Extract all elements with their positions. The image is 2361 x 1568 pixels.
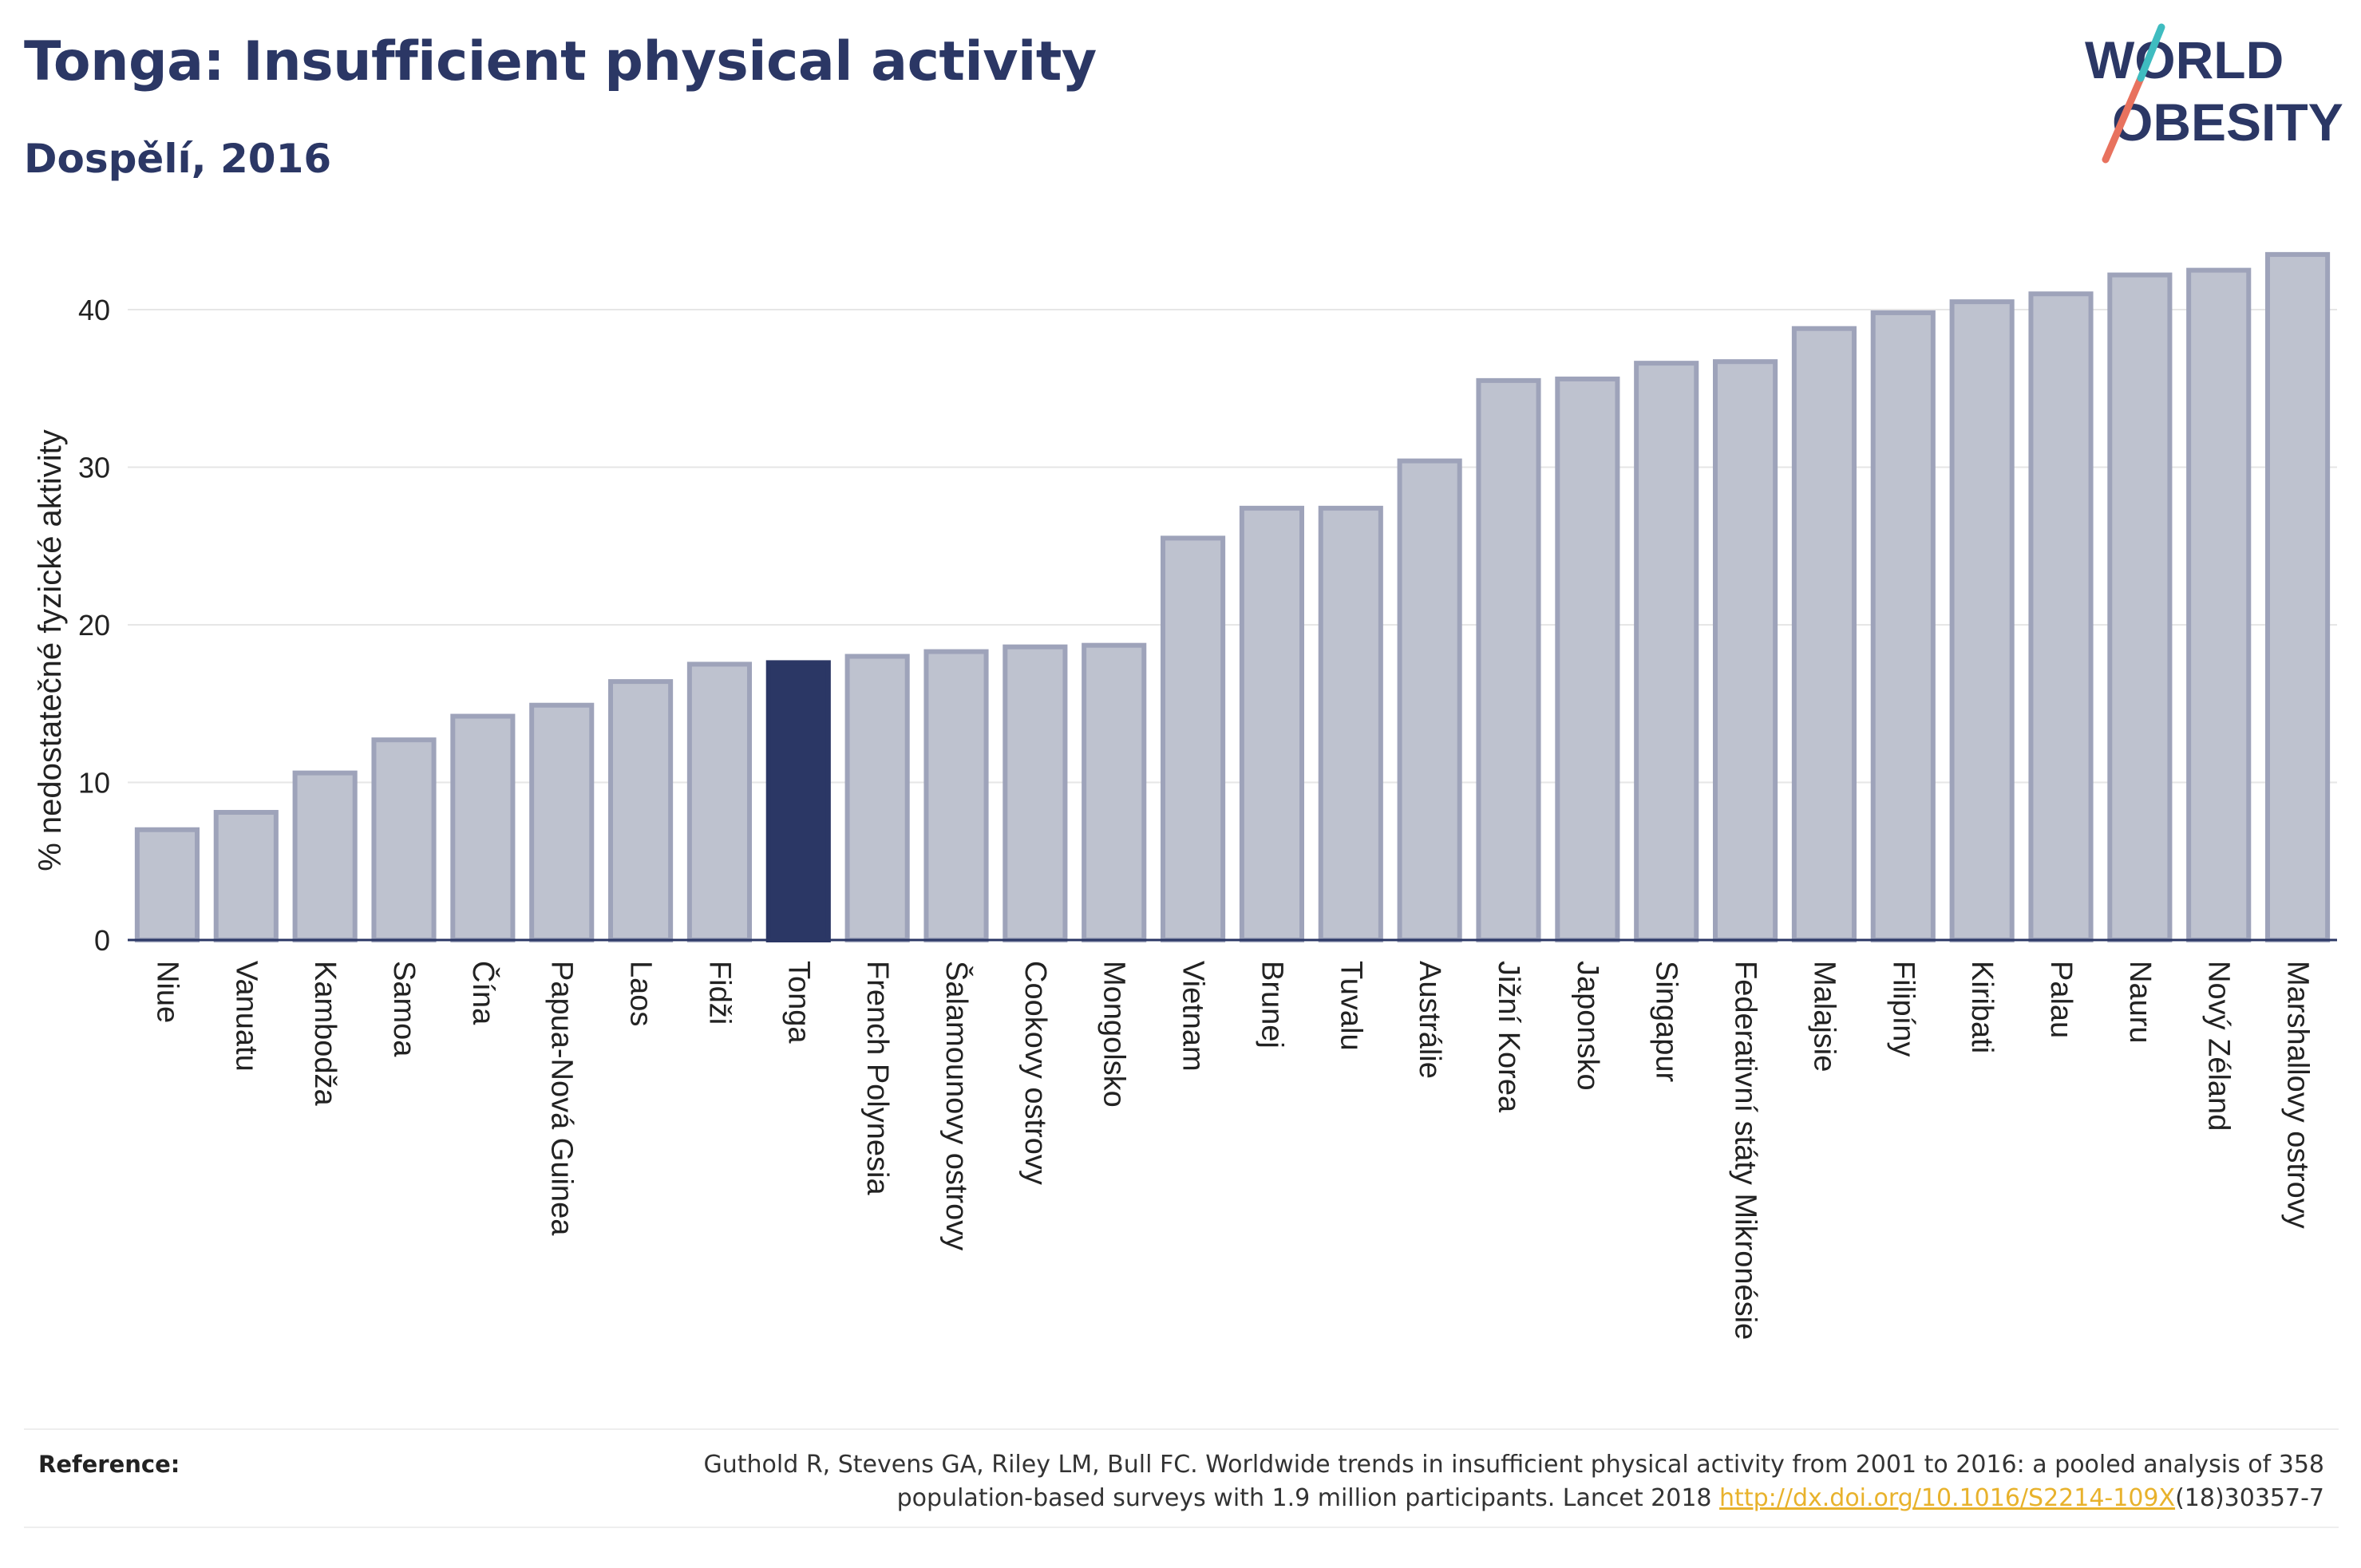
x-tick-label: Vanuatu (229, 961, 263, 1072)
logo-slash-upper (2137, 23, 2165, 82)
x-tick-label: Austrálie (1413, 961, 1446, 1079)
bar-austr-lie[interactable] (1397, 458, 1462, 942)
logo-line1: WORLD (2085, 30, 2284, 89)
logo-line2: OBESITY (2112, 93, 2343, 152)
y-tick-label: 20 (78, 609, 110, 642)
x-tick-label: Niue (150, 961, 184, 1023)
world-obesity-logo: WORLD OBESITY (2085, 23, 2343, 164)
chart-subtitle: Dospělí, 2016 (24, 136, 332, 182)
bar-kiribati[interactable] (1949, 299, 2015, 942)
x-tick-label: Tonga (781, 961, 815, 1044)
y-tick-label: 0 (94, 924, 110, 957)
bar-malajsie[interactable] (1791, 326, 1857, 942)
y-axis-label: % nedostatečné fyzické aktivity (33, 429, 68, 871)
reference-text-before: Guthold R, Stevens GA, Riley LM, Bull FC… (703, 1451, 2324, 1512)
bar-singapur[interactable] (1634, 361, 1699, 942)
chart-title: Tonga: Insufficient physical activity (24, 30, 1097, 93)
bar-niue[interactable] (134, 827, 200, 942)
axes: 0 10 20 30 40 (78, 294, 2337, 957)
bar-tuvalu[interactable] (1318, 505, 1383, 942)
x-tick-label: Cookovy ostrovy (1018, 961, 1052, 1185)
bar--alamounovy-ostrovy[interactable] (923, 649, 989, 942)
bar-marshallovy-ostrovy[interactable] (2265, 251, 2331, 942)
x-tick-label: Papua-Nová Guinea (545, 961, 579, 1236)
x-tick-label: Brunej (1255, 961, 1288, 1049)
x-tick-label: Fidži (702, 961, 736, 1025)
y-tick-label: 30 (78, 452, 110, 484)
reference-text: Guthold R, Stevens GA, Riley LM, Bull FC… (568, 1448, 2324, 1515)
bar-vanuatu[interactable] (213, 810, 279, 943)
footer-divider-bottom (24, 1527, 2339, 1528)
x-tick-label: Kambodža (308, 961, 342, 1107)
bar-brunej[interactable] (1239, 505, 1304, 942)
x-tick-label: Japonsko (1571, 961, 1604, 1091)
bar-nov-z-land[interactable] (2186, 267, 2252, 942)
x-tick-label: Federativní státy Mikronésie (1729, 961, 1762, 1340)
bar--na[interactable] (450, 713, 516, 942)
bars (134, 251, 2331, 943)
x-tick-label: Marshallovy ostrovy (2281, 961, 2315, 1229)
logo-slash-lower (2102, 74, 2145, 164)
reference-label: Reference: (38, 1451, 180, 1478)
x-tick-label: Laos (624, 961, 658, 1026)
x-tick-label: Kiribati (1965, 961, 1999, 1053)
x-tick-label: Nový Zéland (2202, 961, 2236, 1131)
x-tick-label: Čína (466, 961, 501, 1025)
y-tick-label: 40 (78, 294, 110, 326)
bar-french-polynesia[interactable] (844, 654, 910, 942)
bar-chart: 0 10 20 30 40 Niue Vanuatu Kambodža Samoa Čína Pa… (33, 251, 2337, 1340)
x-tick-label: Nauru (2123, 961, 2157, 1044)
bar-vietnam[interactable] (1161, 535, 1226, 942)
bar-palau[interactable] (2028, 291, 2094, 942)
x-tick-label: Malajsie (1807, 961, 1841, 1072)
bar-japonsko[interactable] (1555, 376, 1620, 942)
x-tick-label: Jižní Korea (1492, 961, 1525, 1113)
category-labels: Niue Vanuatu Kambodža Samoa Čína Papua-Nová G… (150, 961, 2314, 1340)
reference-text-after: (18)30357-7 (2175, 1484, 2324, 1512)
x-tick-label: Palau (2044, 961, 2078, 1038)
footer-divider-top (24, 1428, 2339, 1430)
bar-papua-nov-guinea[interactable] (529, 702, 595, 942)
bar-cookovy-ostrovy[interactable] (1003, 644, 1068, 943)
bar-nauru[interactable] (2107, 272, 2173, 942)
bar-ji-n-korea[interactable] (1476, 377, 1541, 942)
x-tick-label: Filipíny (1886, 961, 1920, 1057)
bar-fid-i[interactable] (686, 662, 752, 942)
y-tick-label: 10 (78, 767, 110, 800)
x-tick-label: Singapur (1650, 961, 1683, 1082)
x-tick-label: Šalamounovy ostrovy (939, 961, 975, 1250)
bar-tonga[interactable] (765, 660, 831, 943)
bar-federativn-st-ty-mikron-sie[interactable] (1713, 359, 1778, 942)
bar-filip-ny[interactable] (1870, 310, 1936, 942)
x-tick-label: Samoa (387, 961, 421, 1057)
bar-mongolsko[interactable] (1082, 642, 1147, 942)
bar-kambod-a[interactable] (292, 770, 358, 943)
x-tick-label: Vietnam (1177, 961, 1210, 1072)
x-tick-label: Mongolsko (1097, 961, 1131, 1108)
x-tick-label: French Polynesia (860, 961, 894, 1195)
reference-link[interactable]: http://dx.doi.org/10.1016/S2214-109X (1719, 1484, 2176, 1512)
bar-samoa[interactable] (371, 737, 437, 942)
bar-laos[interactable] (608, 679, 674, 942)
x-tick-label: Tuvalu (1334, 961, 1367, 1051)
